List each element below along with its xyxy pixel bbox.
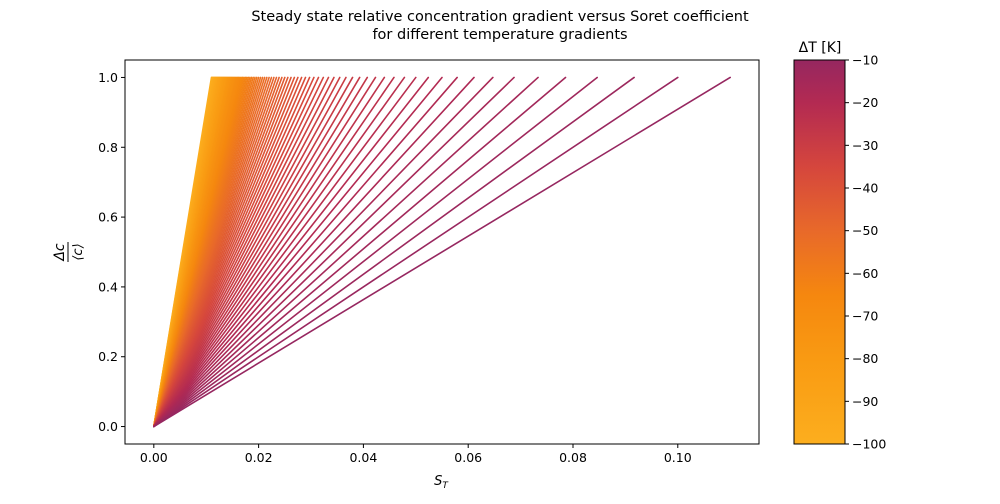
chart-title-line1: Steady state relative concentration grad… bbox=[251, 9, 749, 25]
y-tick-label: 0.4 bbox=[98, 279, 118, 294]
plot-frame bbox=[124, 59, 760, 445]
series-line bbox=[153, 76, 598, 428]
series-line bbox=[153, 76, 335, 428]
colorbar-tick-label: −20 bbox=[852, 95, 878, 110]
colorbar-tick-label: −60 bbox=[852, 266, 878, 281]
colorbar-tick-label: −40 bbox=[852, 181, 878, 196]
colorbar-tick-label: −90 bbox=[852, 394, 878, 409]
series-line bbox=[153, 76, 386, 428]
x-axis-label-sub: T bbox=[442, 481, 449, 491]
colorbar-tick-label: −100 bbox=[852, 437, 886, 452]
x-axis-label-main: S bbox=[434, 474, 442, 489]
series-line bbox=[153, 76, 417, 428]
colorbar-tick-label: −70 bbox=[852, 309, 878, 324]
series-line bbox=[153, 76, 731, 428]
x-tick-label: 0.06 bbox=[454, 450, 482, 465]
colorbar-tick-label: −10 bbox=[852, 53, 878, 68]
series-line bbox=[153, 76, 330, 428]
plot-lines bbox=[153, 76, 731, 428]
series-line bbox=[153, 76, 679, 428]
series-line bbox=[153, 76, 369, 428]
series-line bbox=[153, 76, 475, 428]
x-tick-label: 0.08 bbox=[559, 450, 587, 465]
series-line bbox=[153, 76, 567, 428]
x-tick-label: 0.04 bbox=[349, 450, 377, 465]
chart-title-line2: for different temperature gradients bbox=[372, 27, 627, 43]
x-tick-label: 0.00 bbox=[140, 450, 168, 465]
series-line bbox=[153, 76, 406, 428]
y-axis-label-denominator: ⟨c⟩ bbox=[71, 243, 86, 260]
series-line bbox=[153, 76, 635, 428]
colorbar bbox=[793, 59, 846, 445]
series-line bbox=[153, 76, 395, 428]
series-line bbox=[153, 76, 539, 428]
y-tick-label: 0.2 bbox=[98, 349, 118, 364]
colorbar-tick-label: −80 bbox=[852, 351, 878, 366]
series-line bbox=[153, 76, 377, 428]
x-tick-label: 0.02 bbox=[245, 450, 273, 465]
colorbar-tick-label: −30 bbox=[852, 138, 878, 153]
x-axis-label: ST bbox=[434, 474, 449, 491]
x-axis-ticks: 0.00 0.02 0.04 0.06 0.08 0.10 bbox=[140, 444, 692, 465]
series-line bbox=[153, 76, 354, 428]
y-axis-label-numerator: Δc bbox=[52, 243, 68, 262]
y-tick-label: 0.8 bbox=[98, 140, 118, 155]
series-line bbox=[153, 76, 361, 428]
y-axis-label: Δc ⟨c⟩ bbox=[52, 242, 86, 262]
series-line bbox=[153, 76, 515, 428]
colorbar-tick-label: −50 bbox=[852, 223, 878, 238]
x-tick-label: 0.10 bbox=[664, 450, 692, 465]
y-tick-label: 0.0 bbox=[98, 419, 118, 434]
series-line bbox=[153, 76, 430, 428]
y-tick-label: 1.0 bbox=[98, 70, 118, 85]
series-line bbox=[153, 76, 443, 428]
colorbar-label: ΔT [K] bbox=[799, 40, 842, 56]
y-axis-ticks: 0.0 0.2 0.4 0.6 0.8 1.0 bbox=[98, 70, 125, 434]
series-line bbox=[153, 76, 341, 428]
series-line bbox=[153, 76, 494, 428]
colorbar-ticks: −10 −20 −30 −40 −50 −60 −70 −80 −90 −100 bbox=[845, 53, 886, 452]
series-line bbox=[153, 76, 347, 428]
series-line bbox=[153, 76, 458, 428]
y-tick-label: 0.6 bbox=[98, 210, 118, 225]
